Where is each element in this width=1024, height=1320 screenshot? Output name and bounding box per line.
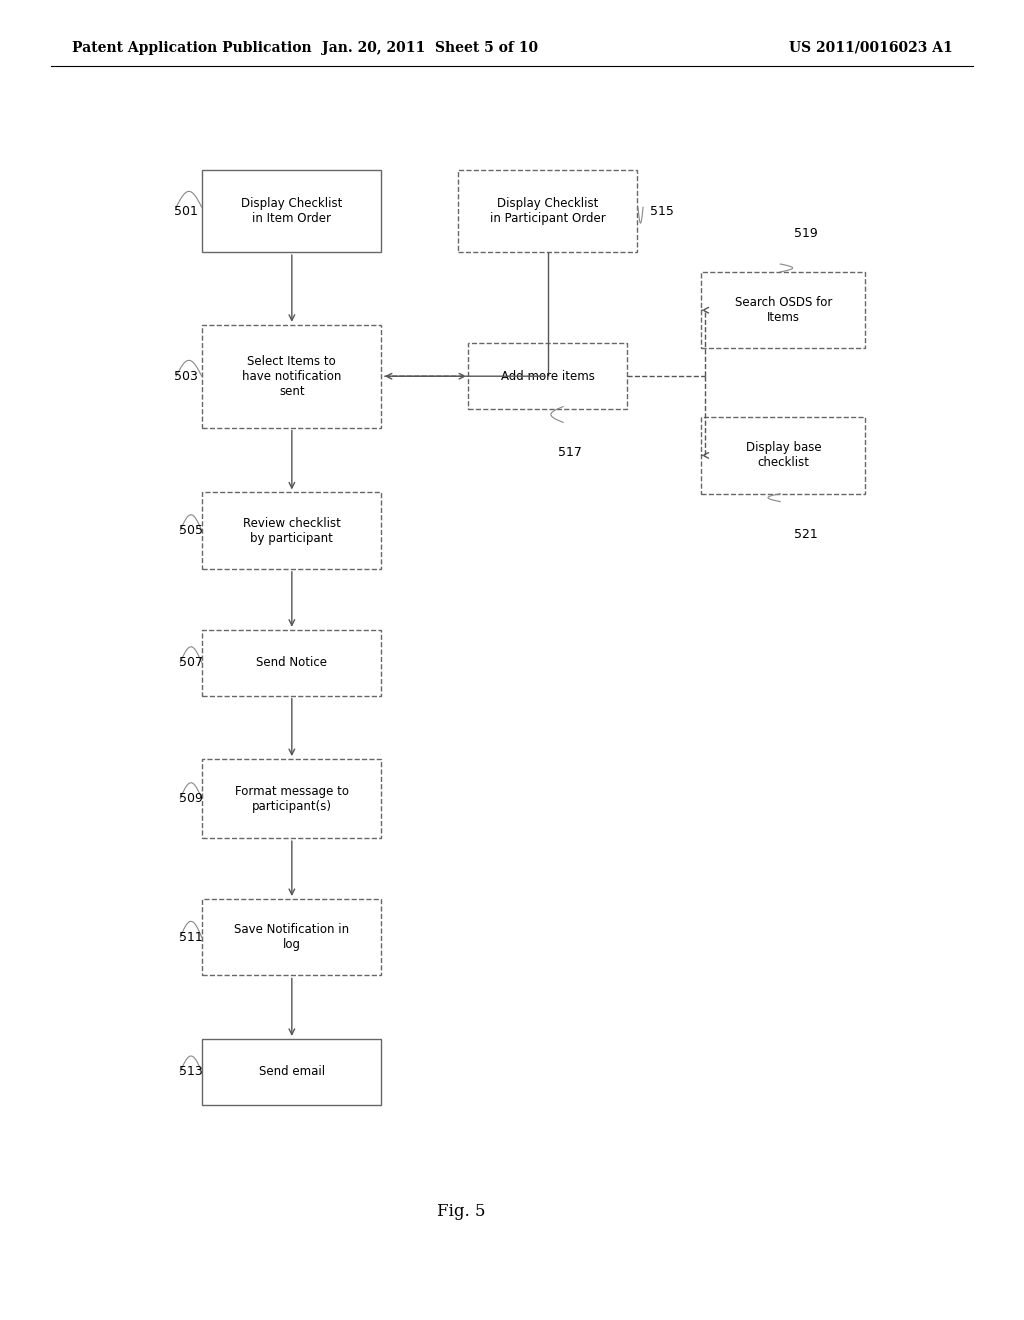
- FancyBboxPatch shape: [202, 759, 381, 838]
- Text: 505: 505: [179, 524, 203, 537]
- Text: 509: 509: [179, 792, 203, 805]
- FancyBboxPatch shape: [701, 272, 865, 348]
- Text: 519: 519: [794, 227, 817, 240]
- Text: US 2011/0016023 A1: US 2011/0016023 A1: [788, 41, 952, 54]
- Text: Send Notice: Send Notice: [256, 656, 328, 669]
- Text: 513: 513: [179, 1065, 203, 1078]
- Text: 517: 517: [558, 446, 582, 459]
- Text: Format message to
participant(s): Format message to participant(s): [234, 784, 349, 813]
- FancyBboxPatch shape: [202, 899, 381, 975]
- Text: Display Checklist
in Participant Order: Display Checklist in Participant Order: [489, 197, 606, 226]
- FancyBboxPatch shape: [202, 1039, 381, 1105]
- Text: 515: 515: [650, 205, 674, 218]
- Text: 501: 501: [174, 205, 198, 218]
- Text: Search OSDS for
Items: Search OSDS for Items: [734, 296, 833, 325]
- FancyBboxPatch shape: [469, 343, 627, 409]
- Text: Patent Application Publication: Patent Application Publication: [72, 41, 311, 54]
- FancyBboxPatch shape: [701, 417, 865, 494]
- FancyBboxPatch shape: [202, 325, 381, 428]
- Text: Save Notification in
log: Save Notification in log: [234, 923, 349, 952]
- Text: Jan. 20, 2011  Sheet 5 of 10: Jan. 20, 2011 Sheet 5 of 10: [322, 41, 539, 54]
- Text: Add more items: Add more items: [501, 370, 595, 383]
- Text: 507: 507: [179, 656, 203, 669]
- Text: 503: 503: [174, 370, 198, 383]
- Text: 511: 511: [179, 931, 203, 944]
- Text: Send email: Send email: [259, 1065, 325, 1078]
- Text: 521: 521: [794, 528, 817, 541]
- FancyBboxPatch shape: [202, 170, 381, 252]
- Text: Display base
checklist: Display base checklist: [745, 441, 821, 470]
- Text: Select Items to
have notification
sent: Select Items to have notification sent: [242, 355, 342, 397]
- Text: Fig. 5: Fig. 5: [436, 1204, 485, 1220]
- FancyBboxPatch shape: [202, 630, 381, 696]
- Text: Display Checklist
in Item Order: Display Checklist in Item Order: [242, 197, 342, 226]
- FancyBboxPatch shape: [202, 492, 381, 569]
- Text: Review checklist
by participant: Review checklist by participant: [243, 516, 341, 545]
- FancyBboxPatch shape: [459, 170, 637, 252]
